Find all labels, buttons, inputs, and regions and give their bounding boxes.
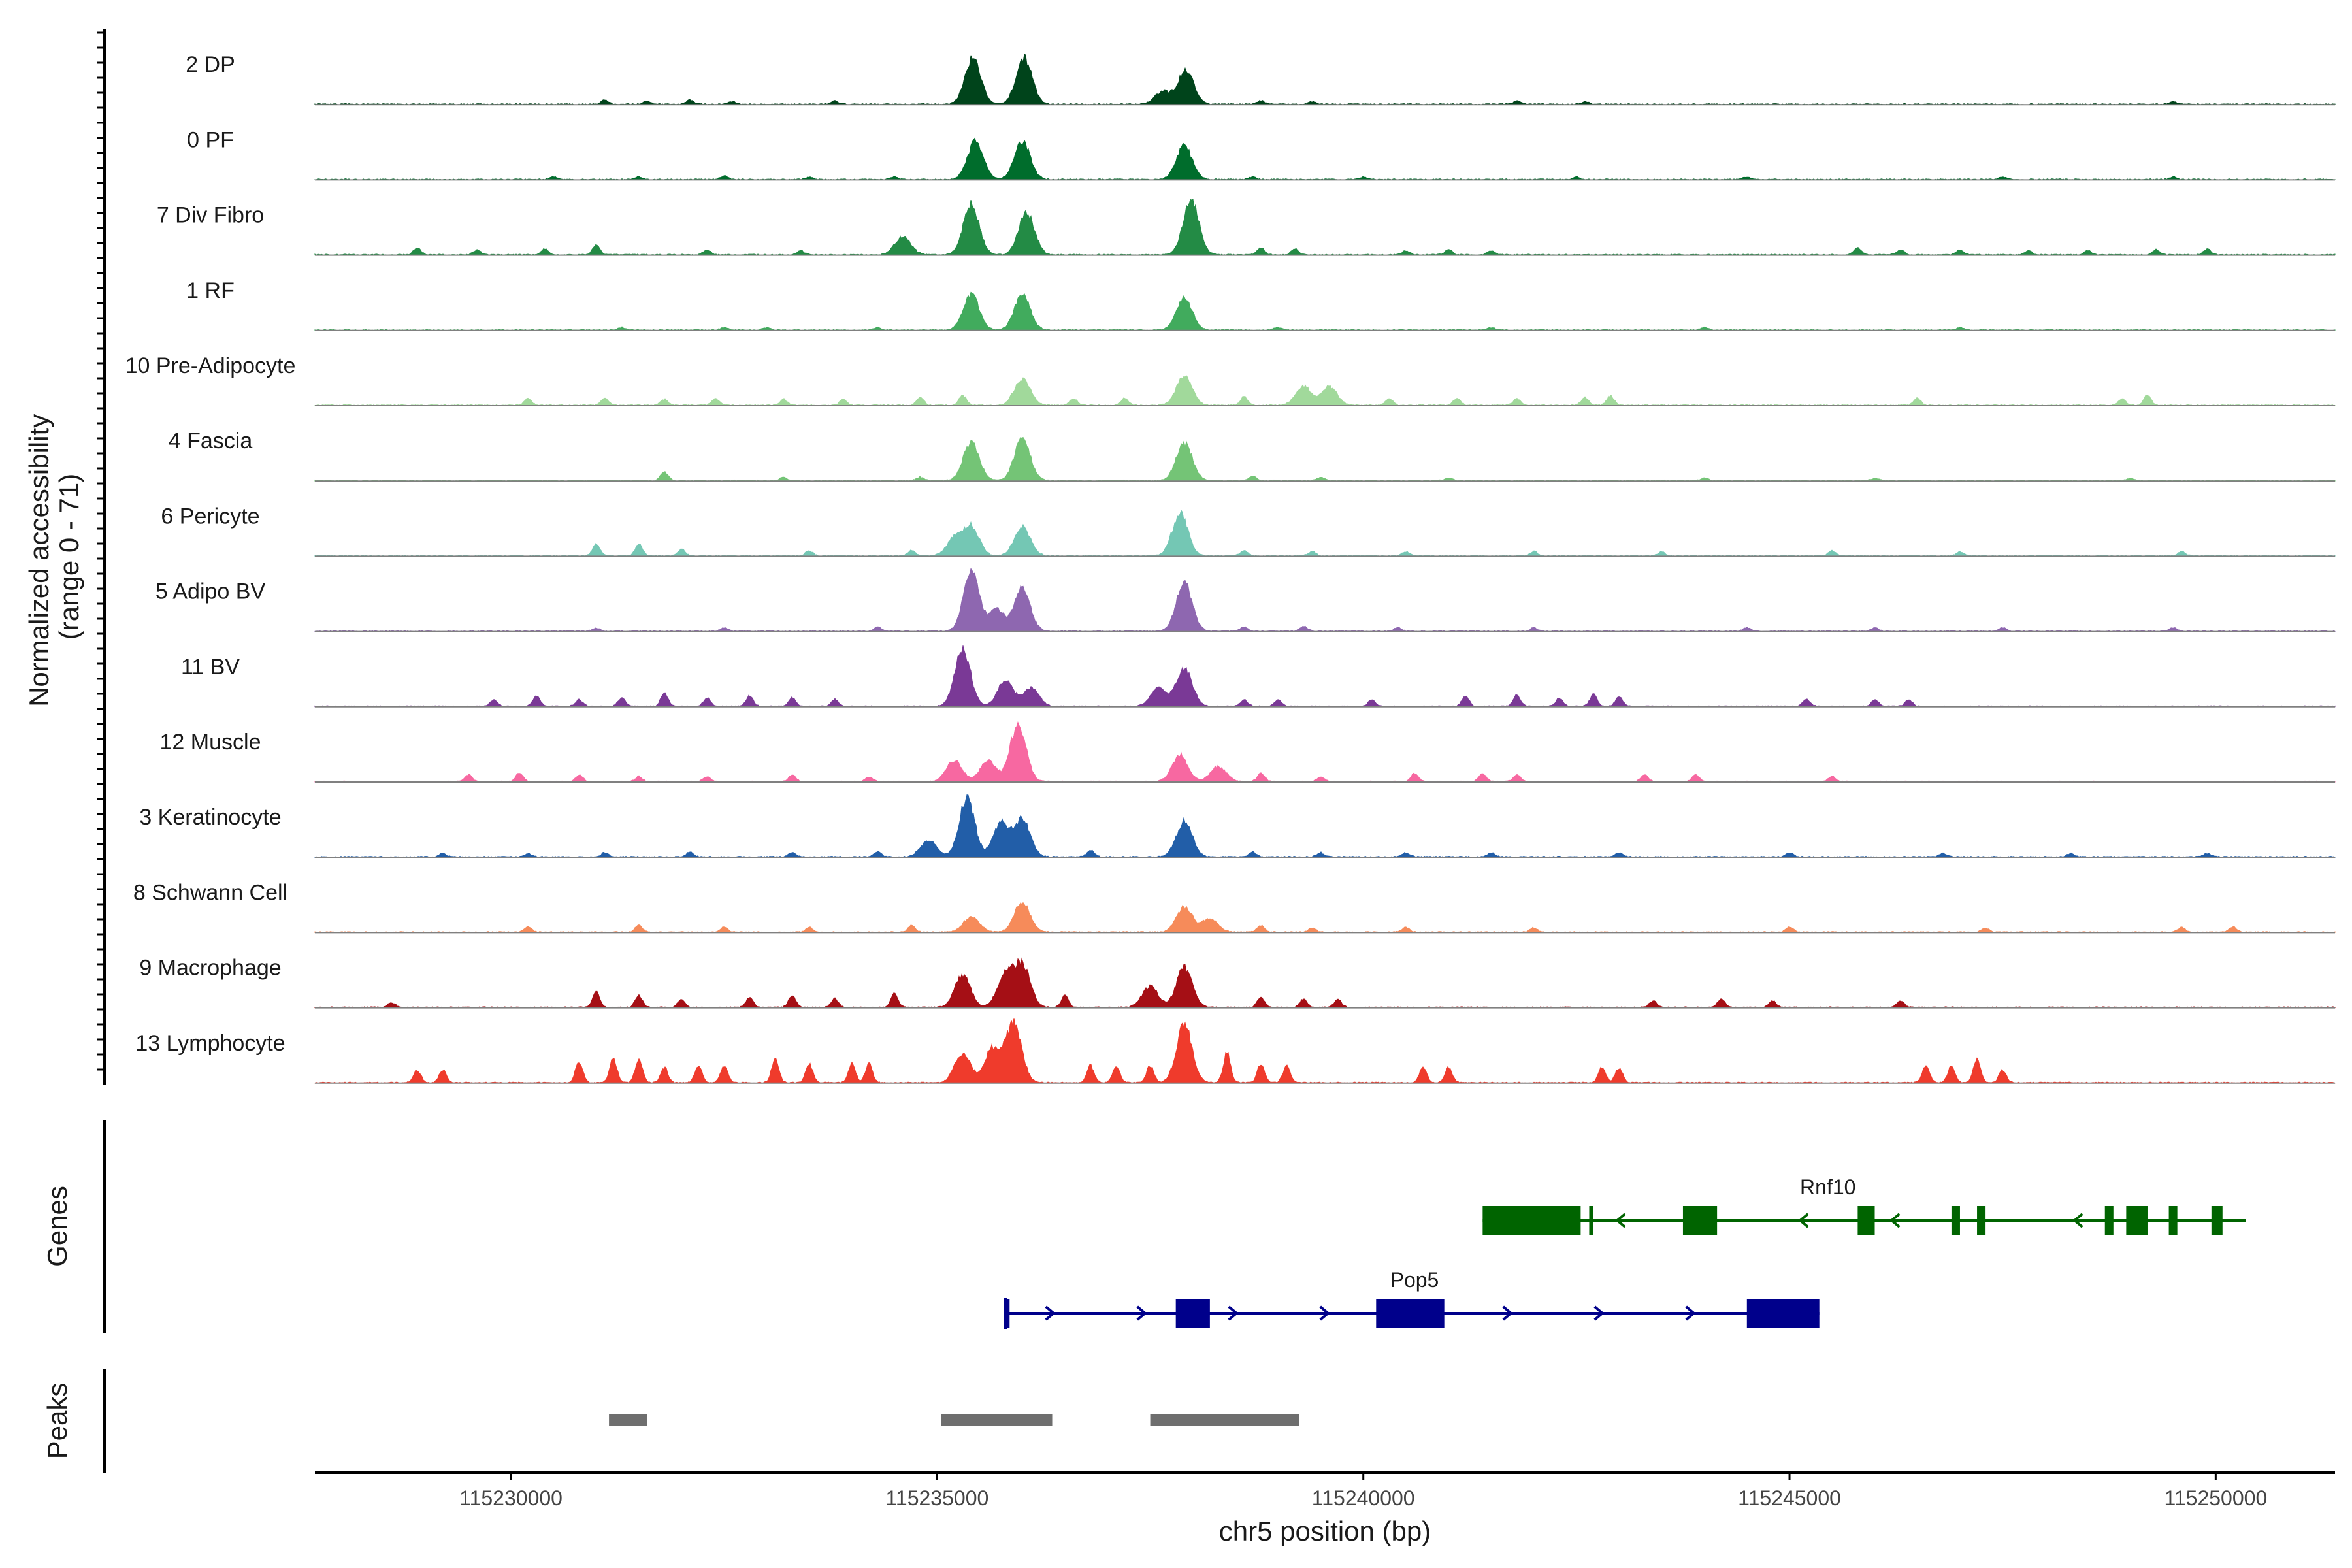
strand-arrow	[2072, 1213, 2083, 1228]
track-label: 10 Pre-Adipocyte	[125, 353, 296, 378]
genes-title: Genes	[42, 1186, 73, 1267]
gene-name: Rnf10	[1800, 1175, 1855, 1199]
track-label: 12 Muscle	[160, 730, 261, 755]
strand-arrow	[1136, 1305, 1147, 1321]
track: 2 DP	[186, 52, 2336, 106]
coverage-area	[314, 510, 2336, 557]
track-label: 0 PF	[187, 127, 234, 152]
coverage-area	[314, 291, 2336, 331]
track: 10 Pre-Adipocyte	[125, 353, 2336, 406]
coverage-area	[314, 568, 2336, 632]
peak-region	[1150, 1414, 1299, 1426]
track: 4 Fascia	[169, 429, 2336, 482]
coverage-area	[314, 436, 2336, 482]
strand-arrow	[1685, 1305, 1696, 1321]
track-label: 8 Schwann Cell	[133, 880, 287, 905]
x-tick-label: 115240000	[1312, 1486, 1415, 1510]
strand-arrow	[1045, 1305, 1056, 1321]
track: 7 Div Fibro	[157, 198, 2336, 256]
track-label: 2 DP	[186, 52, 235, 77]
gene-exon	[1857, 1206, 1875, 1235]
strand-arrow	[1889, 1213, 1901, 1228]
coverage-tracks: 2 DP 0 PF 7 Div Fibro 1 RF 10 Pre-Adipocyte 4…	[125, 52, 2336, 1084]
track: 12 Muscle	[160, 721, 2336, 783]
gene-exon	[2211, 1206, 2223, 1235]
track-label: 1 RF	[186, 278, 235, 303]
strand-arrow	[1319, 1305, 1330, 1321]
y-axis-title-line1: Normalized accessibility	[24, 414, 54, 707]
coverage-area	[314, 794, 2336, 858]
track-label: 9 Macrophage	[139, 956, 281, 981]
coverage-area	[314, 53, 2336, 105]
gene-exon	[1005, 1299, 1010, 1328]
coverage-area	[314, 375, 2336, 406]
track-label: 11 BV	[181, 655, 240, 679]
gene-exon	[1589, 1206, 1593, 1235]
track-label: 7 Div Fibro	[157, 203, 264, 228]
gene: Pop5	[1004, 1268, 1820, 1329]
coverage-area	[314, 957, 2336, 1009]
track: 3 Keratinocyte	[139, 794, 2336, 858]
track: 8 Schwann Cell	[133, 880, 2336, 934]
x-tick-label: 115245000	[1738, 1486, 1841, 1510]
called-peaks	[609, 1414, 1299, 1426]
track: 1 RF	[186, 278, 2336, 331]
peak-region	[609, 1414, 647, 1426]
x-axis-ticks: 115230000 115235000 115240000 115245000 1152…	[459, 1473, 2267, 1510]
coverage-area	[314, 137, 2336, 181]
gene-exon	[1482, 1206, 1581, 1235]
gene-exon	[1376, 1299, 1445, 1328]
gene-exon	[1951, 1206, 1960, 1235]
track: 5 Adipo BV	[155, 568, 2336, 632]
strand-arrow	[1798, 1213, 1809, 1228]
coverage-area	[314, 645, 2336, 708]
track: 13 Lymphocyte	[135, 1018, 2336, 1084]
strand-arrow	[1228, 1305, 1239, 1321]
coverage-area	[314, 1018, 2336, 1084]
track-label: 4 Fascia	[169, 429, 253, 453]
gene-exon	[2126, 1206, 2148, 1235]
peaks-title: Peaks	[42, 1383, 73, 1460]
track-label: 5 Adipo BV	[155, 580, 266, 604]
track-label: 13 Lymphocyte	[135, 1031, 285, 1056]
track: 9 Macrophage	[139, 956, 2336, 1009]
y-axis-title-line2: (range 0 - 71)	[54, 474, 84, 640]
strand-arrow	[1615, 1213, 1626, 1228]
strand-arrow	[1593, 1305, 1605, 1321]
gene-exon	[1977, 1206, 1986, 1235]
track: 6 Pericyte	[161, 504, 2336, 557]
strand-arrow	[1502, 1305, 1513, 1321]
track-label: 6 Pericyte	[161, 504, 259, 529]
coverage-area	[314, 721, 2336, 783]
x-tick-label: 115235000	[885, 1486, 988, 1510]
gene-annotations: Rnf10 Pop5	[1004, 1175, 2246, 1329]
track: 0 PF	[187, 127, 2336, 181]
y-axis-title: Normalized accessibility (range 0 - 71)	[24, 406, 84, 707]
track: 11 BV	[181, 645, 2336, 708]
track-label: 3 Keratinocyte	[139, 805, 281, 830]
gene-exon	[1746, 1299, 1820, 1328]
x-tick-label: 115250000	[2164, 1486, 2267, 1510]
coverage-area	[314, 198, 2336, 256]
gene-name: Pop5	[1390, 1268, 1439, 1292]
coverage-area	[314, 902, 2336, 934]
gene-exon	[1682, 1206, 1718, 1235]
gene-exon	[2104, 1206, 2114, 1235]
gene-exon	[2168, 1206, 2178, 1235]
x-tick-label: 115230000	[459, 1486, 563, 1510]
gene-exon	[1175, 1299, 1210, 1328]
peak-region	[941, 1414, 1053, 1426]
x-axis-title: chr5 position (bp)	[1219, 1516, 1431, 1546]
gene: Rnf10	[1482, 1175, 2246, 1235]
